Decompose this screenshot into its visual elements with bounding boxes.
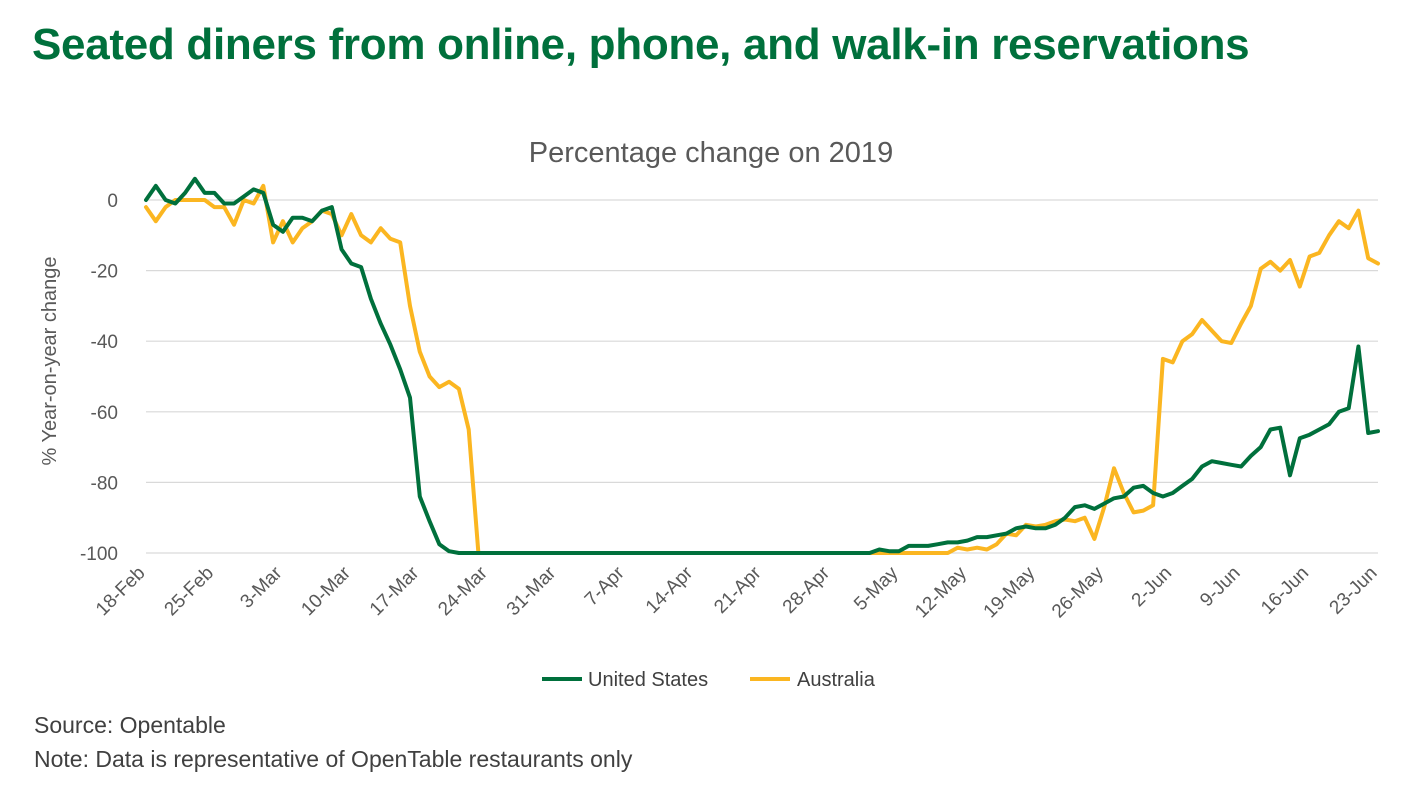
x-tick-label: 2-Jun [1128,563,1176,611]
x-tick-label: 17-Mar [366,562,424,620]
series-lines [144,176,1380,555]
legend-label: United States [588,669,708,691]
x-tick-label: 18-Feb [92,563,149,620]
legend-label: Australia [797,669,876,691]
series-line-australia [144,183,1380,555]
x-tick-label: 21-Apr [710,562,766,618]
data-note: Note: Data is representative of OpenTabl… [34,746,633,772]
x-tick-label: 12-May [911,562,971,622]
x-axis-tick-labels: 18-Feb 25-Feb 3-Mar 10-Mar 17-Mar 24-Mar 31-Ma… [92,562,1381,622]
x-tick-label: 28-Apr [779,562,835,618]
x-tick-label: 19-May [980,562,1040,622]
gridlines [146,199,1378,554]
x-tick-label: 10-Mar [297,562,355,620]
y-tick-label: -60 [91,403,118,424]
y-tick-label: 0 [107,191,118,212]
x-tick-label: 16-Jun [1257,563,1313,619]
x-tick-label: 26-May [1048,562,1108,622]
y-axis-title: % Year-on-year change [39,256,61,465]
y-axis-tick-labels: 0 -20 -40 -60 -80 -100 [80,191,118,565]
y-tick-label: -100 [80,544,118,565]
legend: United States Australia [542,669,876,691]
page-title: Seated diners from online, phone, and wa… [32,20,1250,69]
x-tick-label: 9-Jun [1196,563,1244,611]
y-tick-label: -80 [91,473,118,494]
chart-subtitle: Percentage change on 2019 [529,137,893,169]
x-tick-label: 3-Mar [236,562,286,612]
x-tick-label: 14-Apr [642,562,698,618]
x-tick-label: 5-May [850,562,903,615]
y-tick-label: -40 [91,332,118,353]
x-tick-label: 24-Mar [434,562,492,620]
x-tick-label: 25-Feb [161,563,218,620]
y-tick-label: -20 [91,262,118,283]
x-tick-label: 23-Jun [1326,563,1382,619]
x-tick-label: 31-Mar [503,562,561,620]
source-note: Source: Opentable [34,712,226,738]
series-line-united-states [144,176,1380,555]
x-tick-label: 7-Apr [581,562,629,610]
